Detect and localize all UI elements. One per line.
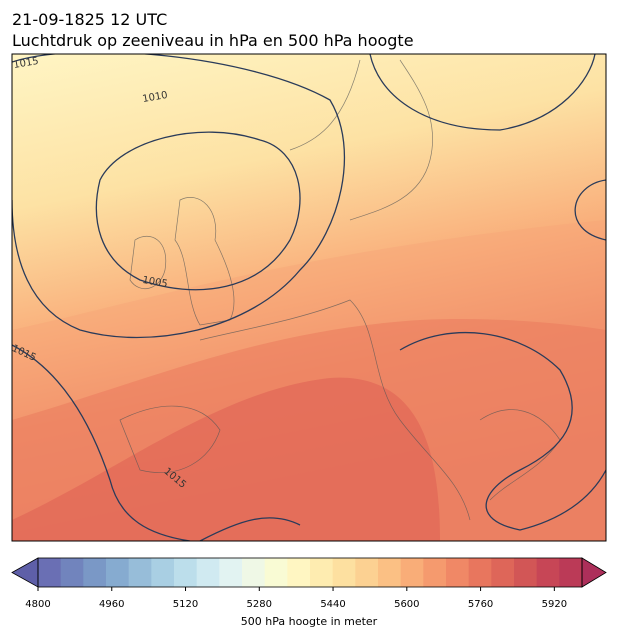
coastlines <box>119 59 561 521</box>
colorbar-extend-max <box>581 557 607 588</box>
colorbar-tick-label: 5920 <box>542 599 567 610</box>
colorbar-swatch <box>242 558 266 587</box>
colorbar-tick-label: 5440 <box>320 599 345 610</box>
colorbar-swatch <box>174 558 198 587</box>
colorbar-swatch <box>536 558 560 587</box>
colorbar-swatch <box>378 558 402 587</box>
colorbar-swatch <box>151 558 175 587</box>
contour-label: 1005 <box>141 275 168 290</box>
colorbar-swatch <box>423 558 447 587</box>
isobars <box>12 54 606 541</box>
height-band <box>12 377 440 541</box>
colorbar-swatch <box>287 558 311 587</box>
colorbar-swatch <box>446 558 470 587</box>
colorbar-swatch <box>491 558 515 587</box>
colorbar-swatch <box>468 558 492 587</box>
colorbar-swatch <box>219 558 243 587</box>
colorbar-tick-label: 4960 <box>99 599 124 610</box>
colorbar-swatch <box>38 558 62 587</box>
colorbar-tick-label: 5600 <box>394 599 419 610</box>
colorbar-swatch <box>60 558 84 587</box>
colorbar-swatch <box>310 558 334 587</box>
colorbar-label: 500 hPa hoogte in meter <box>241 615 378 628</box>
colorbar-tick-label: 5280 <box>247 599 272 610</box>
contour-label: 1010 <box>142 90 169 105</box>
map <box>12 54 606 541</box>
colorbar-swatch <box>559 558 583 587</box>
colorbar-swatch <box>355 558 379 587</box>
colorbar-swatch <box>128 558 152 587</box>
colorbar-swatch <box>400 558 424 587</box>
colorbar-swatch <box>264 558 288 587</box>
colorbar-frame <box>37 557 583 588</box>
colorbar-tick-label: 4800 <box>25 599 50 610</box>
colorbar-tick-label: 5120 <box>173 599 198 610</box>
map-title: Luchtdruk op zeeniveau in hPa en 500 hPa… <box>12 31 414 50</box>
date-title: 21-09-1825 12 UTC <box>12 10 167 29</box>
colorbar-swatch <box>106 558 130 587</box>
colorbar-swatch <box>332 558 356 587</box>
map-frame <box>11 53 607 542</box>
colorbar-swatch <box>196 558 220 587</box>
colorbar-swatch <box>83 558 107 587</box>
colorbar-swatch <box>514 558 538 587</box>
colorbar-extend-min <box>11 557 39 588</box>
contour-label: 1015 <box>13 56 40 71</box>
colorbar-tick-label: 5760 <box>468 599 493 610</box>
